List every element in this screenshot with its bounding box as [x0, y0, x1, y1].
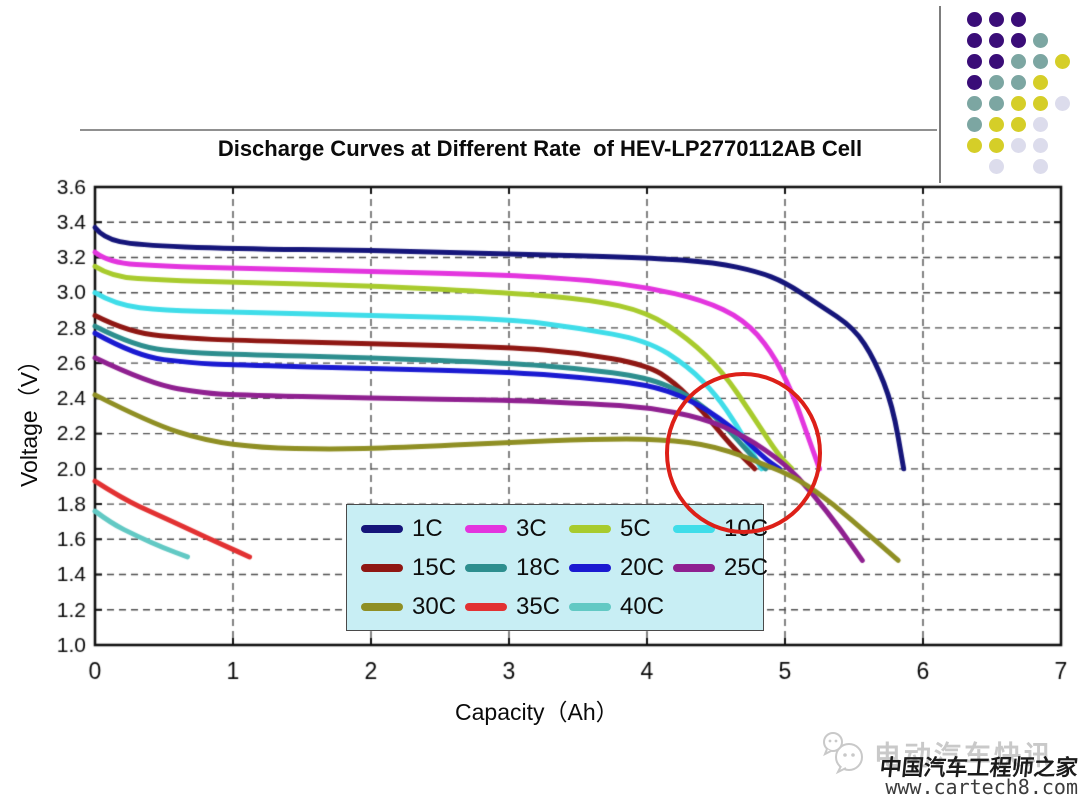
legend-label: 1C: [412, 514, 443, 542]
decorative-dot: [967, 138, 982, 153]
legend-swatch-20C: [569, 563, 611, 572]
decorative-dot: [1011, 33, 1026, 48]
legend-item-3C: 3C: [465, 514, 569, 542]
decorative-dot: [967, 12, 982, 27]
legend-swatch-40C: [569, 602, 611, 611]
decorative-dot: [1011, 75, 1026, 90]
decorative-dot: [989, 117, 1004, 132]
legend-item-30C: 30C: [361, 592, 465, 620]
legend-label: 20C: [620, 553, 665, 581]
legend-item-5C: 5C: [569, 514, 673, 542]
chart-title: Discharge Curves at Different Rate of HE…: [217, 136, 863, 161]
decorative-dot: [1011, 138, 1026, 153]
watermark: 电动汽车快讯 中国汽车工程师之家 www.cartech8.com: [810, 728, 1080, 810]
legend-label: 3C: [516, 514, 547, 542]
legend-item-35C: 35C: [465, 592, 569, 620]
header-separator-line: [939, 6, 941, 183]
decorative-dot: [989, 159, 1004, 174]
legend-item-40C: 40C: [569, 592, 673, 620]
decorative-dot: [1033, 96, 1048, 111]
legend-item-18C: 18C: [465, 553, 569, 581]
decorative-dot: [1011, 12, 1026, 27]
legend-item-15C: 15C: [361, 553, 465, 581]
decorative-dot: [1033, 75, 1048, 90]
legend-label: 18C: [516, 553, 561, 581]
legend-label: 40C: [620, 592, 665, 620]
legend-label: 5C: [620, 514, 651, 542]
legend-label: 25C: [724, 553, 769, 581]
highlight-circle-annotation: [664, 371, 823, 534]
legend-item-20C: 20C: [569, 553, 673, 581]
legend-swatch-25C: [673, 563, 715, 572]
x-axis-label: Capacity（Ah）: [455, 699, 619, 725]
legend-item-1C: 1C: [361, 514, 465, 542]
legend-swatch-15C: [361, 563, 403, 572]
decorative-dot: [1033, 138, 1048, 153]
watermark-url-text: www.cartech8.com: [885, 775, 1078, 799]
decorative-dot: [989, 138, 1004, 153]
chat-bubbles-icon: [823, 732, 863, 775]
decorative-dot: [989, 54, 1004, 69]
decorative-dot: [967, 117, 982, 132]
legend-label: 35C: [516, 592, 561, 620]
legend-swatch-18C: [465, 563, 507, 572]
decorative-dot: [967, 75, 982, 90]
legend-item-25C: 25C: [673, 553, 769, 581]
legend-label: 30C: [412, 592, 457, 620]
decorative-dot: [1033, 117, 1048, 132]
watermark-brand-text: 电动汽车快讯: [874, 741, 1054, 771]
title-divider-line: [80, 129, 937, 131]
decorative-dot: [967, 33, 982, 48]
legend-swatch-35C: [465, 602, 507, 611]
decorative-dot: [989, 96, 1004, 111]
decorative-dot: [1055, 54, 1070, 69]
y-axis-label: Voltage（V）: [16, 348, 42, 488]
legend-label: 15C: [412, 553, 457, 581]
legend-swatch-30C: [361, 602, 403, 611]
decorative-dot: [967, 96, 982, 111]
legend-swatch-3C: [465, 524, 507, 533]
decorative-dot: [1011, 96, 1026, 111]
decorative-dot: [989, 75, 1004, 90]
legend-swatch-5C: [569, 524, 611, 533]
decorative-dot: [989, 12, 1004, 27]
decorative-dot: [1033, 33, 1048, 48]
legend-swatch-1C: [361, 524, 403, 533]
legend-swatch-10C: [673, 524, 715, 533]
decorative-dot: [1033, 54, 1048, 69]
decorative-dot: [1055, 96, 1070, 111]
decorative-dot: [1033, 159, 1048, 174]
chart-legend: 1C 3C 5C 10C 15C 18C 20C 25C 30C 35C 40C: [346, 504, 768, 631]
decorative-dot: [1011, 54, 1026, 69]
decorative-dot: [1011, 117, 1026, 132]
decorative-dot: [989, 33, 1004, 48]
decorative-dot: [967, 54, 982, 69]
